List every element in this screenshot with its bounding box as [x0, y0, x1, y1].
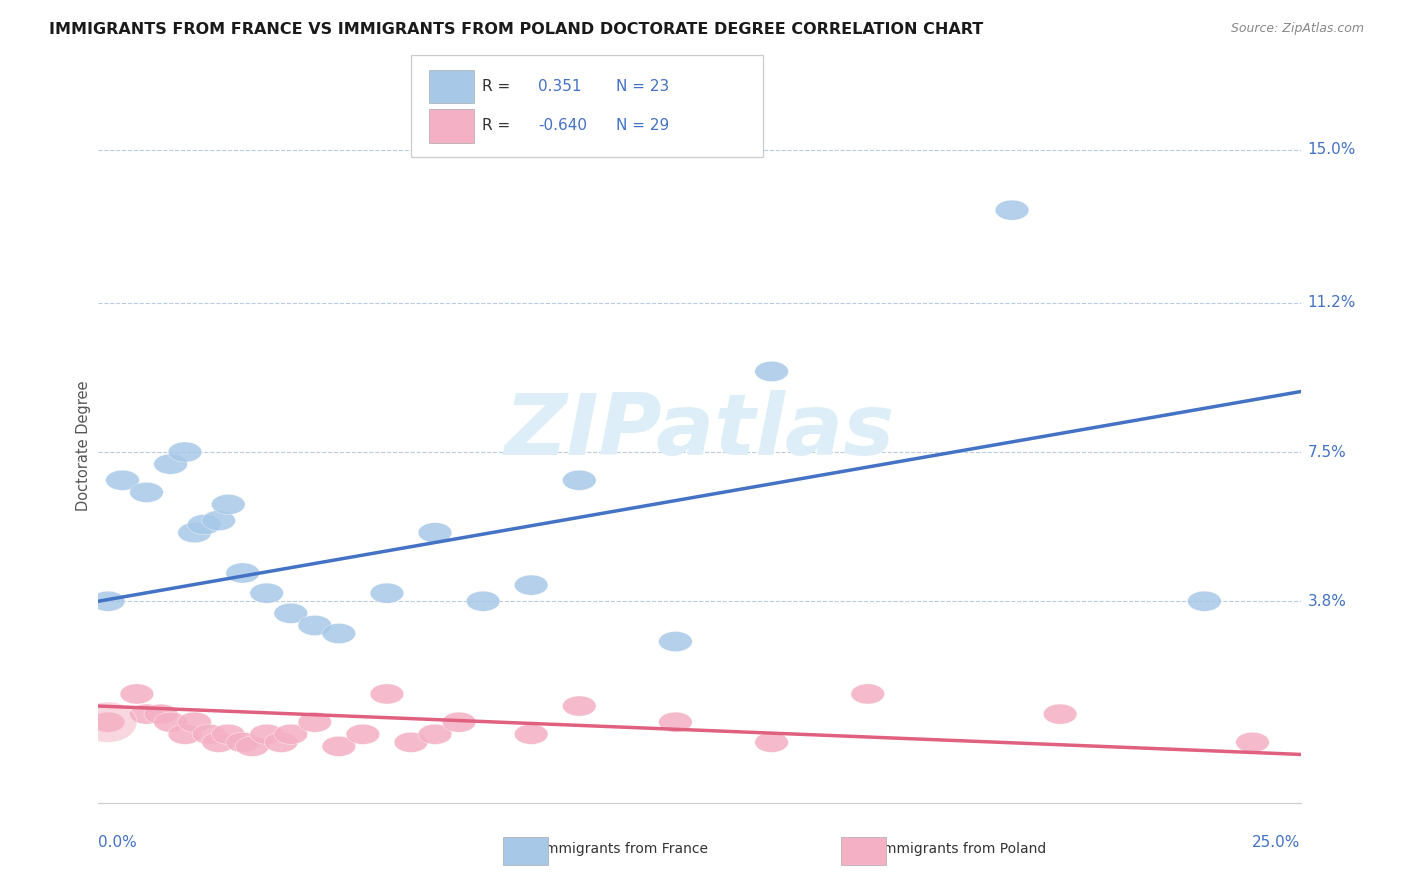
Ellipse shape: [394, 732, 427, 753]
Ellipse shape: [755, 361, 789, 382]
Text: 7.5%: 7.5%: [1308, 444, 1346, 459]
Ellipse shape: [129, 704, 163, 724]
Ellipse shape: [153, 712, 187, 732]
Text: Immigrants from Poland: Immigrants from Poland: [879, 842, 1046, 856]
Ellipse shape: [120, 684, 153, 704]
Text: N = 29: N = 29: [616, 119, 669, 133]
Ellipse shape: [79, 702, 136, 742]
Ellipse shape: [105, 470, 139, 491]
Ellipse shape: [658, 632, 692, 652]
Ellipse shape: [250, 583, 284, 603]
Ellipse shape: [658, 712, 692, 732]
Ellipse shape: [177, 712, 211, 732]
Ellipse shape: [187, 515, 221, 534]
Ellipse shape: [298, 615, 332, 635]
Ellipse shape: [226, 563, 260, 583]
Ellipse shape: [91, 712, 125, 732]
Text: 3.8%: 3.8%: [1308, 594, 1347, 608]
Ellipse shape: [515, 575, 548, 595]
Text: R =: R =: [482, 119, 510, 133]
Text: -0.640: -0.640: [538, 119, 588, 133]
Ellipse shape: [1188, 591, 1222, 611]
Ellipse shape: [211, 724, 245, 744]
Ellipse shape: [1236, 732, 1270, 753]
Ellipse shape: [370, 684, 404, 704]
Ellipse shape: [1043, 704, 1077, 724]
Text: 0.0%: 0.0%: [98, 836, 138, 850]
Ellipse shape: [418, 724, 451, 744]
Text: 0.351: 0.351: [538, 79, 582, 94]
Ellipse shape: [274, 603, 308, 624]
Ellipse shape: [755, 732, 789, 753]
Text: Immigrants from France: Immigrants from France: [541, 842, 709, 856]
Ellipse shape: [202, 510, 235, 531]
Ellipse shape: [143, 704, 177, 724]
Text: 11.2%: 11.2%: [1308, 295, 1355, 310]
Ellipse shape: [467, 591, 501, 611]
Ellipse shape: [202, 732, 235, 753]
Ellipse shape: [235, 736, 269, 756]
Ellipse shape: [177, 523, 211, 542]
Y-axis label: Doctorate Degree: Doctorate Degree: [76, 381, 91, 511]
Ellipse shape: [995, 200, 1029, 220]
Text: Source: ZipAtlas.com: Source: ZipAtlas.com: [1230, 22, 1364, 36]
Ellipse shape: [153, 454, 187, 475]
Ellipse shape: [322, 624, 356, 643]
Ellipse shape: [851, 684, 884, 704]
Ellipse shape: [298, 712, 332, 732]
Ellipse shape: [91, 591, 125, 611]
Ellipse shape: [346, 724, 380, 744]
Ellipse shape: [264, 732, 298, 753]
Ellipse shape: [562, 696, 596, 716]
Ellipse shape: [515, 724, 548, 744]
Text: R =: R =: [482, 79, 510, 94]
Ellipse shape: [322, 736, 356, 756]
Text: N = 23: N = 23: [616, 79, 669, 94]
Ellipse shape: [250, 724, 284, 744]
Ellipse shape: [211, 494, 245, 515]
Ellipse shape: [562, 470, 596, 491]
Ellipse shape: [274, 724, 308, 744]
Text: IMMIGRANTS FROM FRANCE VS IMMIGRANTS FROM POLAND DOCTORATE DEGREE CORRELATION CH: IMMIGRANTS FROM FRANCE VS IMMIGRANTS FRO…: [49, 22, 983, 37]
Ellipse shape: [370, 583, 404, 603]
Text: 15.0%: 15.0%: [1308, 142, 1355, 157]
Ellipse shape: [129, 483, 163, 502]
Text: 25.0%: 25.0%: [1253, 836, 1301, 850]
Text: ZIPatlas: ZIPatlas: [505, 390, 894, 474]
Ellipse shape: [169, 442, 202, 462]
Ellipse shape: [169, 724, 202, 744]
Ellipse shape: [418, 523, 451, 542]
Ellipse shape: [443, 712, 475, 732]
Ellipse shape: [226, 732, 260, 753]
Ellipse shape: [193, 724, 226, 744]
